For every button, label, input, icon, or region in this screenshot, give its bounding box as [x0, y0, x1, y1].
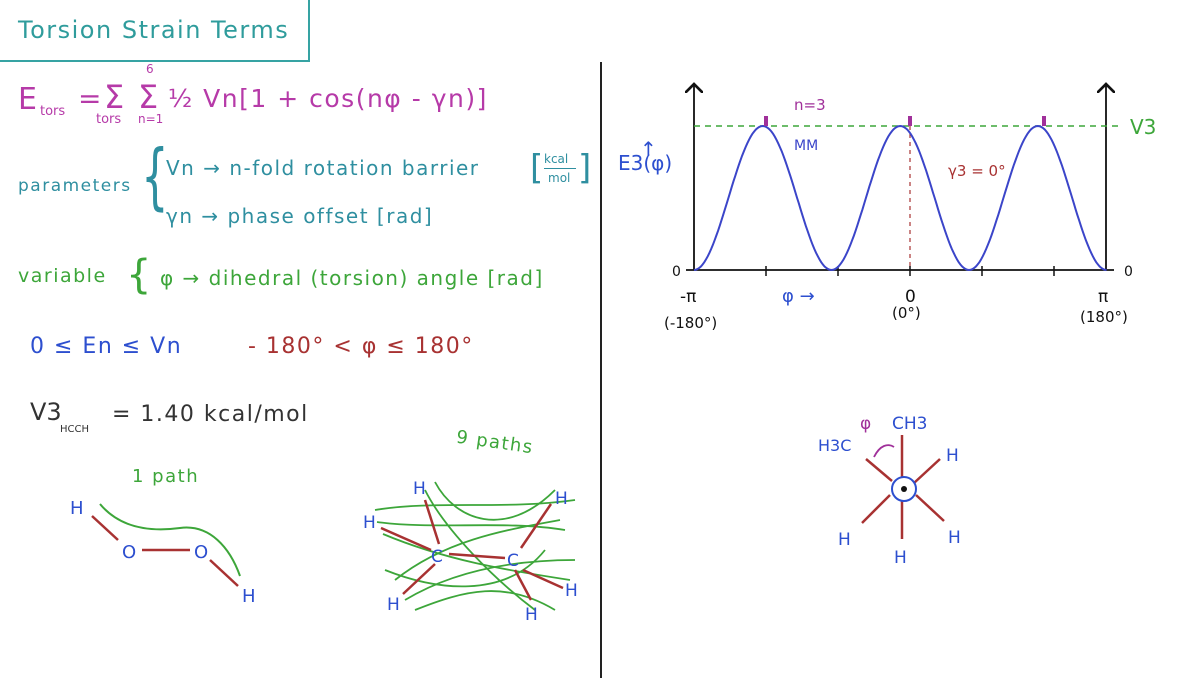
newman-projection: φ CH3 H3C H H H H — [818, 414, 961, 568]
bond-h-o-left — [91, 515, 119, 541]
bond-o-h-right — [209, 559, 239, 587]
sum2-sup: 6 — [146, 62, 154, 76]
n-label: n=3 — [794, 96, 826, 114]
v3-value: V3 HCCH = 1.40 kcal/mol — [30, 398, 330, 448]
mm-label: MM — [794, 138, 818, 154]
ylabel-arrow: ↑ — [640, 137, 657, 161]
gamma-label: γ3 = 0° — [948, 162, 1006, 180]
equals-sign: = — [78, 82, 102, 115]
torsion-energy-plot: n=3 MM γ3 = 0° V3 E3(φ) ↑ 0 0 φ → -π (-1… — [618, 70, 1156, 332]
title-box — [0, 0, 310, 62]
plot-xlabel: φ → — [782, 286, 815, 307]
tick-sub-pi: (180°) — [1080, 308, 1128, 326]
zero-left: 0 — [672, 264, 681, 280]
sigma-symbol: Σ — [104, 78, 125, 116]
newman-h3c: H3C — [818, 436, 851, 455]
ethane-bonds — [380, 499, 564, 601]
atom-h-right: H — [242, 586, 256, 607]
gamma-description: γn → phase offset [rad] — [166, 204, 434, 228]
sigma-symbol-2: Σ — [138, 78, 159, 116]
panel-divider — [600, 62, 602, 678]
torsion-path — [99, 503, 241, 577]
one-path-label: 1 path — [132, 466, 200, 487]
atom-h-1: H — [413, 479, 426, 499]
atom-o-right: O — [194, 542, 208, 563]
tick-label-zero: 0 — [905, 287, 916, 307]
nine-paths-label: 9 paths — [454, 426, 536, 459]
variable-label: variable — [18, 265, 107, 287]
atom-o-left: O — [122, 542, 136, 563]
atom-h-2: H — [363, 513, 376, 533]
peak-markers — [764, 116, 1046, 126]
vn-unit-top: kcal — [544, 152, 569, 166]
newman-ch3: CH3 — [892, 414, 927, 434]
page-title: Torsion Strain Terms — [18, 16, 290, 44]
tick-sub-neg-pi: (-180°) — [664, 314, 717, 332]
tick-label-neg-pi: -π — [680, 287, 696, 307]
atom-h-left: H — [70, 498, 84, 519]
atom-h-4: H — [555, 489, 568, 509]
peroxide-molecule: H O O H — [70, 498, 256, 607]
variable-description: φ → dihedral (torsion) angle [rad] — [160, 266, 544, 290]
vn-unit-bottom: mol — [548, 171, 571, 185]
newman-center — [901, 486, 907, 492]
x-ticks — [765, 266, 1055, 276]
atom-h-3: H — [387, 595, 400, 615]
angle-range: - 180° < φ ≤ 180° — [248, 334, 474, 359]
energy-range: 0 ≤ En ≤ Vn — [30, 334, 183, 359]
tick-sub-zero: (0°) — [892, 304, 921, 322]
equation-lhs: E — [18, 82, 37, 117]
sum2-sub: n=1 — [138, 112, 164, 126]
newman-h-lower-left: H — [838, 530, 851, 550]
vn-unit: [ kcal mol ] — [530, 148, 592, 188]
torsion-curve — [693, 124, 1107, 272]
newman-phi: φ — [860, 414, 871, 434]
plot-ylabel: E3(φ) — [618, 151, 672, 175]
ethane-molecule: H H H C C H H H — [363, 479, 578, 625]
variable-brace: { — [126, 252, 152, 298]
zero-right: 0 — [1124, 264, 1133, 280]
newman-circle — [891, 476, 917, 502]
parameters-brace: { — [141, 134, 169, 218]
tick-label-pi: π — [1098, 287, 1108, 307]
sum1-sub: tors — [96, 112, 122, 127]
equation-lhs-sub: tors — [40, 104, 66, 119]
newman-bonds — [861, 435, 945, 539]
v3-rhs: = 1.40 kcal/mol — [112, 402, 309, 427]
vn-description: Vn → n-fold rotation barrier — [166, 156, 480, 180]
v3-lhs: V3 — [30, 398, 62, 426]
atom-c-left: C — [431, 547, 443, 567]
atom-h-6: H — [525, 605, 538, 625]
v3-label: V3 — [1130, 115, 1156, 139]
atom-h-5: H — [565, 581, 578, 601]
newman-h-bottom: H — [894, 548, 907, 568]
nine-torsion-paths — [374, 481, 576, 611]
parameters-label: parameters — [18, 176, 132, 196]
v3-sub: HCCH — [60, 424, 90, 435]
newman-h-lower-right: H — [948, 528, 961, 548]
atom-c-right: C — [507, 551, 519, 571]
equation-body: ½ Vn[1 + cos(nφ - γn)] — [168, 84, 488, 113]
torsion-equation: E tors = Σ tors Σ 6 n=1 ½ Vn[1 + cos(nφ … — [18, 62, 486, 128]
newman-h-upper-right: H — [946, 446, 959, 466]
phi-arrow — [873, 444, 895, 458]
